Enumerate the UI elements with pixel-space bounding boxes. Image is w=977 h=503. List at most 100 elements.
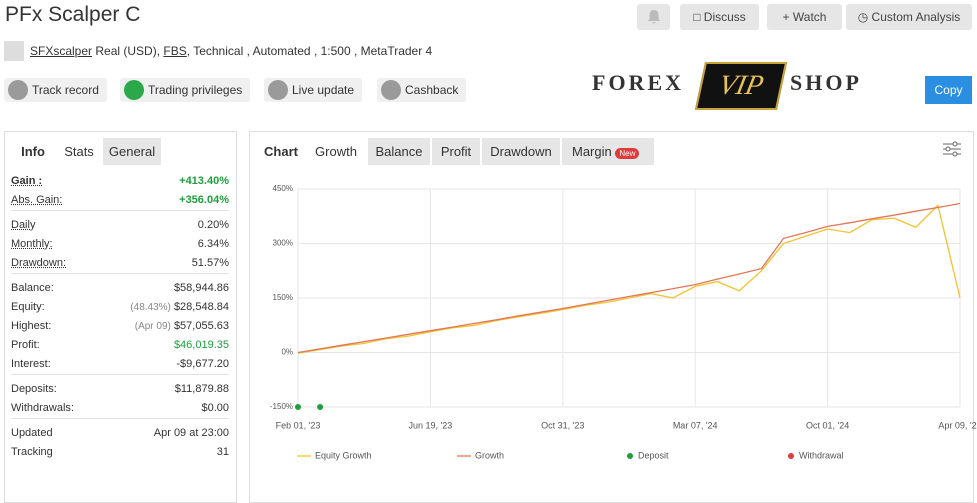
tab[interactable]: Info: [11, 138, 55, 165]
stat-value: $11,879.88: [175, 383, 229, 395]
stat-label: Highest:: [11, 320, 52, 332]
tab[interactable]: Profit: [432, 138, 480, 165]
tab[interactable]: Margin New: [562, 138, 654, 165]
tab[interactable]: Balance: [368, 138, 430, 165]
stat-row: Gain : +413.40%: [11, 175, 229, 193]
series-line: [297, 202, 961, 354]
stat-value: 31: [217, 446, 229, 458]
stat-number: $11,879.88: [174, 383, 229, 395]
x-tick-label: Jun 19, '23: [409, 420, 453, 430]
stat-row: Equity: (48.43%) $28,548.84: [11, 301, 229, 319]
stat-value: (48.43%) $28,548.84: [130, 301, 229, 313]
stat-number: $57,055.63: [173, 320, 229, 332]
legend-label: Equity Growth: [315, 450, 372, 460]
stat-row: Interest: -$9,677.20: [11, 358, 229, 376]
chart-panel: Chart Growth Balance Profit Drawdown Mar…: [249, 131, 974, 503]
analysis-button[interactable]: ◷ Custom Analysis: [846, 4, 972, 30]
tab-label: Margin: [572, 144, 612, 159]
button-label: Discuss: [703, 10, 746, 24]
stats-panel: Info Stats General Gain : +413.40% Abs. Ga…: [4, 131, 237, 503]
separator: [11, 210, 229, 211]
button-label: Watch: [792, 10, 827, 24]
y-tick-label: 450%: [273, 184, 293, 193]
avatar: [4, 41, 24, 61]
stat-number: $46,019.35: [173, 339, 229, 351]
stat-row: Withdrawals: $0.00: [11, 402, 229, 420]
stat-row: Balance: $58,944.86: [11, 282, 229, 300]
stat-note: (Apr 09): [134, 321, 171, 332]
y-tick-label: 300%: [273, 239, 293, 248]
stat-value: 51.57%: [192, 257, 229, 269]
badge[interactable]: Track record: [4, 78, 107, 102]
bell-button[interactable]: [637, 4, 670, 30]
stat-number: -$9,677.20: [176, 358, 229, 370]
stat-row: Deposits: $11,879.88: [11, 383, 229, 401]
deposit-dot: [317, 404, 324, 410]
broker-link[interactable]: FBS: [163, 44, 187, 58]
stat-value: Apr 09 at 23:00: [154, 427, 229, 439]
stat-value: 0.20%: [198, 219, 229, 231]
stat-label: Equity:: [11, 301, 45, 313]
stat-value: -$9,677.20: [176, 358, 229, 370]
tab[interactable]: General: [103, 138, 161, 165]
tab[interactable]: Chart: [256, 138, 306, 165]
tab[interactable]: Stats: [55, 138, 103, 165]
stat-number: 31: [216, 446, 229, 458]
x-tick-label: Oct 01, '24: [806, 420, 849, 430]
badge[interactable]: Live update: [264, 78, 363, 102]
stat-label: Abs. Gain:: [11, 194, 63, 206]
stat-number: 6.34%: [197, 238, 229, 250]
badge[interactable]: Trading privileges: [120, 78, 251, 102]
stat-value: +413.40%: [179, 175, 229, 187]
legend-label: Growth: [475, 450, 504, 460]
stat-number: Apr 09 at 23:00: [153, 427, 229, 439]
x-tick-label: Mar 07, '24: [673, 420, 718, 430]
user-link[interactable]: SFXscalper: [30, 44, 93, 58]
stat-label: Deposits:: [11, 383, 57, 395]
y-tick-label: -150%: [270, 402, 293, 411]
stat-value: (Apr 09) $57,055.63: [135, 320, 229, 332]
separator: [11, 418, 229, 419]
badge-label: Live update: [292, 83, 355, 97]
stat-label: Withdrawals:: [11, 402, 74, 414]
settings-icon[interactable]: [942, 140, 962, 158]
stat-label: Updated: [11, 427, 53, 439]
stat-row: Updated Apr 09 at 23:00: [11, 427, 229, 445]
stat-number: $58,944.86: [173, 282, 229, 294]
stat-row: Daily 0.20%: [11, 219, 229, 237]
stat-label: Gain :: [11, 175, 43, 187]
stat-label: Drawdown:: [11, 257, 67, 269]
watch-button[interactable]: + Watch: [767, 4, 842, 30]
badge-label: Track record: [32, 83, 99, 97]
y-tick-label: 0%: [281, 348, 293, 357]
stat-label: Monthly:: [11, 238, 53, 250]
x-tick-label: Apr 09, '25: [938, 420, 977, 430]
badge-label: Trading privileges: [148, 83, 243, 97]
stat-note: (48.43%): [130, 302, 171, 313]
logo-right: SHOP: [790, 70, 862, 95]
copy-button[interactable]: Copy: [925, 76, 972, 104]
series-line: [297, 204, 961, 354]
tab[interactable]: Drawdown: [482, 138, 560, 165]
deposit-dot: [295, 404, 301, 410]
discuss-button[interactable]: □ Discuss: [680, 4, 759, 30]
button-label: Custom Analysis: [871, 10, 961, 24]
account-details: , Technical , Automated , 1:500 , MetaTr…: [186, 44, 433, 58]
legend-swatch: [627, 453, 633, 459]
x-tick-label: Oct 31, '23: [541, 420, 584, 430]
stat-label: Daily: [11, 219, 36, 231]
badge[interactable]: Cashback: [377, 78, 467, 102]
stat-row: Profit: $46,019.35: [11, 339, 229, 357]
stat-number: +356.04%: [179, 194, 229, 206]
stat-value: $46,019.35: [174, 339, 229, 351]
stat-row: Highest: (Apr 09) $57,055.63: [11, 320, 229, 338]
legend-label: Withdrawal: [799, 450, 844, 460]
stat-row: Tracking 31: [11, 446, 229, 464]
tab[interactable]: Growth: [306, 138, 366, 165]
stat-value: $0.00: [201, 402, 229, 414]
stat-label: Profit:: [11, 339, 40, 351]
stat-row: Drawdown: 51.57%: [11, 257, 229, 275]
badge-label: Cashback: [405, 83, 459, 97]
